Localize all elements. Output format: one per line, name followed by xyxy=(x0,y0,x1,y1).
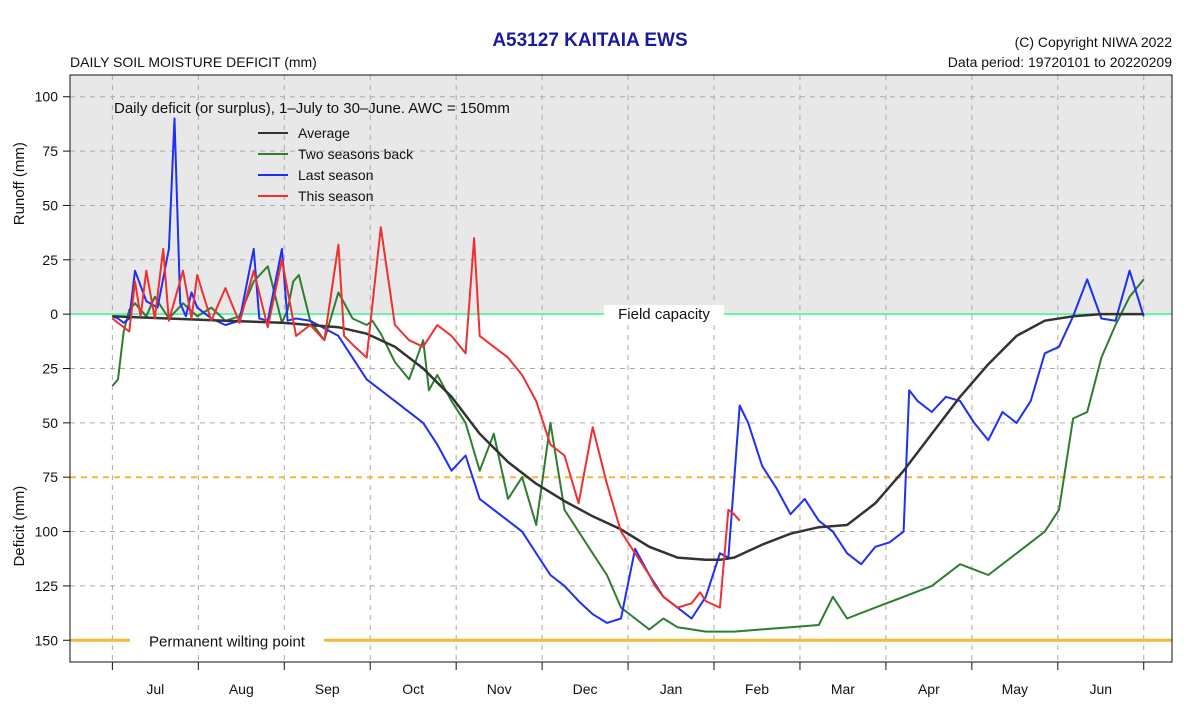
legend-label: Average xyxy=(298,125,350,141)
y-tick-label: 0 xyxy=(50,306,58,322)
legend-label: This season xyxy=(298,188,373,204)
y-tick-label: 25 xyxy=(42,361,58,377)
x-tick-label: Sep xyxy=(315,681,340,697)
grid-lines xyxy=(70,75,1172,662)
y-tick-label: 125 xyxy=(35,578,59,594)
legend-label: Last season xyxy=(298,167,374,183)
y-tick-label: 75 xyxy=(42,143,58,159)
y-axis-label-runoff: Runoff (mm) xyxy=(11,142,28,225)
series-line-two-seasons-back xyxy=(111,265,1145,633)
field-capacity-label-bg xyxy=(604,305,724,324)
reference-lines: Field capacity Permanent wilting point xyxy=(70,305,1172,650)
legend-label: Two seasons back xyxy=(298,146,414,162)
copyright-text: (C) Copyright NIWA 2022 xyxy=(1015,34,1173,50)
x-axis: Jul Aug Sep Oct Nov Dec Jan Feb Mar Apr May Jun xyxy=(111,662,1145,697)
y-tick-label: 75 xyxy=(42,469,58,485)
y-tick-label: 100 xyxy=(35,89,59,105)
x-tick-label: Jun xyxy=(1089,681,1112,697)
series-line-average xyxy=(112,312,1144,562)
x-tick-label: Oct xyxy=(402,681,424,697)
x-tick-label: Aug xyxy=(229,681,254,697)
y-tick-label: 100 xyxy=(35,524,59,540)
y-tick-label: 50 xyxy=(42,197,58,213)
x-tick-label: Nov xyxy=(487,681,512,697)
plot-area: Field capacity Permanent wilting point xyxy=(69,74,1173,663)
series-line-this-season xyxy=(111,226,741,609)
y-tick-label: 150 xyxy=(35,632,59,648)
x-tick-label: Jul xyxy=(146,681,164,697)
x-tick-label: Jan xyxy=(660,681,683,697)
x-tick-label: Feb xyxy=(745,681,769,697)
y-axis-label-deficit: Deficit (mm) xyxy=(11,486,28,567)
wilting-point-label-bg xyxy=(130,630,324,650)
series-lines xyxy=(111,117,1145,633)
chart-subtitle: Daily deficit (or surplus), 1–July to 30… xyxy=(114,100,510,117)
deficit-band xyxy=(70,314,1172,662)
x-tick-label: May xyxy=(1002,681,1028,697)
y-tick-label: 50 xyxy=(42,415,58,431)
x-tick-label: Dec xyxy=(573,681,598,697)
chart-title: A53127 KAITAIA EWS xyxy=(492,30,687,51)
y-tick-label: 25 xyxy=(42,252,58,268)
data-period-text: Data period: 19720101 to 20220209 xyxy=(948,54,1172,70)
legend: Average Two seasons back Last season This s… xyxy=(258,125,414,204)
y-axis: 100 75 50 25 0 25 50 75 100 125 150 xyxy=(35,89,70,648)
wilting-point-label: Permanent wilting point xyxy=(149,633,306,650)
x-tick-label: Apr xyxy=(918,681,940,697)
x-tick-label: Mar xyxy=(831,681,855,697)
field-capacity-label: Field capacity xyxy=(618,306,710,323)
chart-subtitle-left: DAILY SOIL MOISTURE DEFICIT (mm) xyxy=(70,54,317,70)
